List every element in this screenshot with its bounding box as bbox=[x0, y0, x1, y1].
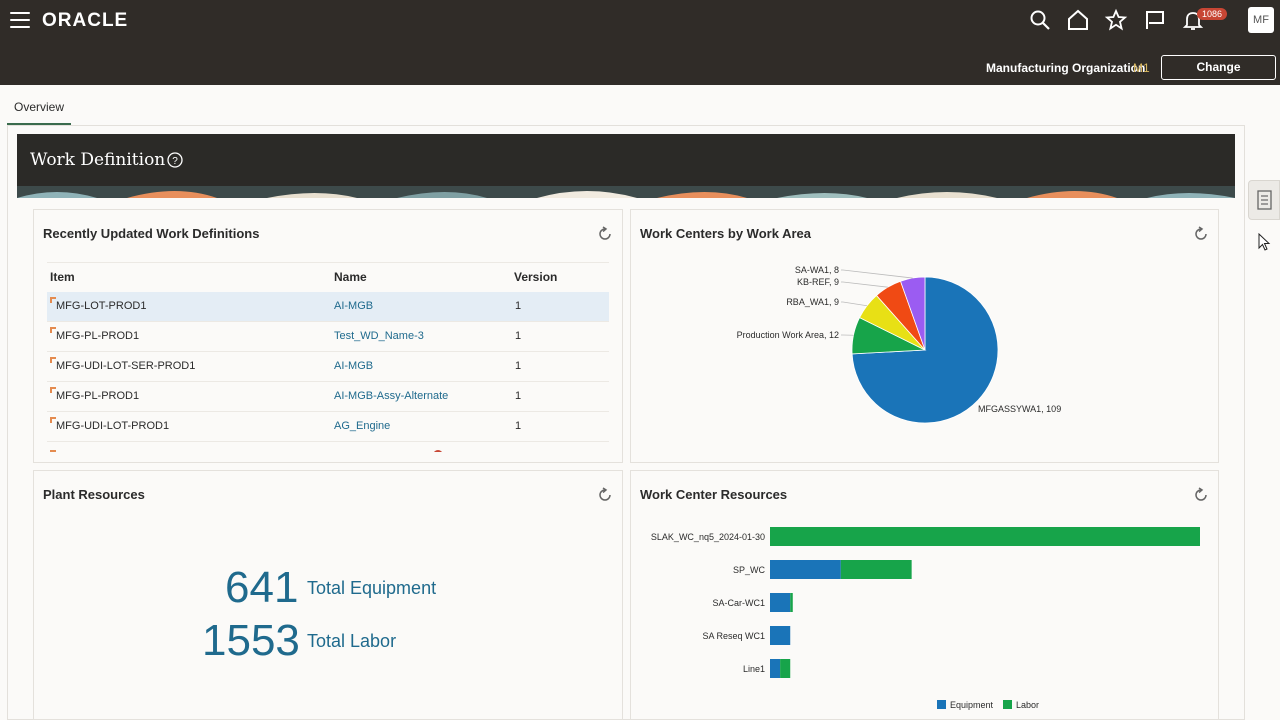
org-label: Manufacturing Organization bbox=[986, 61, 1146, 75]
pie-label: RBA_WA1, 9 bbox=[786, 297, 839, 307]
global-header: ORACLE 1086 MF Manufacturing Organizatio… bbox=[0, 0, 1280, 97]
legend-label: Equipment bbox=[950, 700, 994, 710]
table-row[interactable]: MFG-UDI-LOT-SER-PROD1 AI-MGB 1 bbox=[47, 352, 609, 382]
watchlist-flag-icon[interactable] bbox=[1143, 8, 1167, 32]
help-icon[interactable]: ? bbox=[167, 152, 183, 168]
table-top-border bbox=[47, 262, 609, 263]
work-center-resources-card: Work Center Resources bbox=[630, 470, 1219, 720]
version-cell: 1 bbox=[515, 330, 522, 342]
banner-decoration bbox=[17, 186, 1235, 198]
name-link[interactable]: AI-MGB bbox=[334, 360, 374, 372]
card-title: Recently Updated Work Definitions bbox=[43, 226, 260, 241]
legend-label: Labor bbox=[1016, 700, 1039, 710]
bar-category-label: SP_WC bbox=[733, 565, 766, 575]
pie-label: SA-WA1, 8 bbox=[795, 265, 839, 275]
name-link[interactable]: AG_Engine bbox=[334, 420, 391, 432]
row-flag-icon bbox=[50, 297, 56, 303]
version-cell: 1 bbox=[515, 360, 522, 372]
bar-category-label: Line1 bbox=[743, 664, 765, 674]
navigator-menu-icon[interactable] bbox=[10, 12, 30, 28]
card-title: Work Centers by Work Area bbox=[640, 226, 811, 241]
pie-label: KB-REF, 9 bbox=[797, 277, 839, 287]
change-organization-button[interactable]: Change Organization bbox=[1161, 55, 1276, 97]
refresh-icon[interactable] bbox=[1193, 487, 1209, 503]
tab-overview[interactable]: Overview bbox=[7, 85, 71, 125]
name-link[interactable]: Test_WD_Name-3 bbox=[334, 330, 424, 342]
name-link[interactable]: AI-MGB-Assy-Alternate bbox=[334, 390, 449, 402]
item-cell: MFG-UDI-LOT-PROD1 bbox=[56, 420, 170, 432]
refresh-icon[interactable] bbox=[1193, 226, 1209, 242]
panel-list-icon bbox=[1257, 190, 1272, 210]
column-header-name[interactable]: Name bbox=[334, 270, 367, 284]
plant-resources-card: Plant Resources bbox=[33, 470, 623, 720]
tab-bar: Overview bbox=[0, 85, 1280, 125]
table-row[interactable]: MFG-LOT-PROD1 AI-MGB 1 bbox=[47, 292, 609, 322]
pie-leader-line bbox=[841, 301, 868, 307]
refresh-icon[interactable] bbox=[597, 226, 613, 242]
total-labor-label: Total Labor bbox=[307, 631, 397, 651]
bar-segment-equipment[interactable] bbox=[770, 626, 791, 645]
bar-segment-labor[interactable] bbox=[840, 560, 912, 579]
table-row[interactable]: MFG-PL-PROD1 AI-MGB-Assy-Alternate 1 bbox=[47, 382, 609, 412]
name-link[interactable]: AI-MGB bbox=[334, 300, 374, 312]
bar-segment-equipment[interactable] bbox=[770, 659, 781, 678]
row-flag-icon bbox=[50, 417, 56, 423]
legend-swatch-equipment bbox=[937, 700, 946, 709]
item-cell: MFG-PL-PROD1 bbox=[56, 390, 140, 402]
page-banner: Work Definition ? bbox=[17, 134, 1235, 198]
pie-label: Production Work Area, 12 bbox=[737, 330, 839, 340]
legend-swatch-labor bbox=[1003, 700, 1012, 709]
table-row[interactable]: MFG-PL-PROD1 Test_WD_Name-3 1 bbox=[47, 322, 609, 352]
total-equipment-label: Total Equipment bbox=[307, 578, 437, 598]
recent-work-definitions-card: Recently Updated Work Definitions bbox=[33, 209, 623, 463]
version-cell: 1 bbox=[515, 390, 522, 402]
table-row[interactable]: MFG-UDI-LOT-PROD1 AG_Engine 1 bbox=[47, 412, 609, 442]
page-title: Work Definition bbox=[30, 150, 166, 170]
refresh-icon[interactable] bbox=[597, 487, 613, 503]
item-cell: MFG-PL-PROD1 bbox=[56, 330, 140, 342]
version-cell: 1 bbox=[515, 420, 522, 432]
search-icon[interactable] bbox=[1028, 8, 1052, 32]
card-title: Plant Resources bbox=[43, 487, 145, 502]
bar-segment-equipment[interactable] bbox=[770, 593, 791, 612]
row-flag-icon bbox=[50, 357, 56, 363]
bar-category-label: SA Reseq WC1 bbox=[702, 631, 765, 641]
favorites-star-icon[interactable] bbox=[1104, 8, 1128, 32]
pie-leader-line bbox=[841, 269, 913, 279]
pie-leader-line bbox=[841, 281, 888, 288]
bar-category-label: SLAK_WC_nq5_2024-01-30 bbox=[651, 532, 765, 542]
mouse-cursor-icon bbox=[1258, 233, 1271, 251]
item-cell: MFG-LOT-PROD1 bbox=[56, 300, 147, 312]
bar-category-label: SA-Car-WC1 bbox=[712, 598, 765, 608]
side-panel-toggle[interactable] bbox=[1248, 180, 1280, 220]
row-flag-icon bbox=[50, 387, 56, 393]
pie-label: MFGASSYWA1, 109 bbox=[978, 404, 1061, 414]
pie-slice-sa-wa1[interactable] bbox=[900, 276, 926, 351]
work-center-resources-bar-chart: SLAK_WC_nq5_2024-01-30 SP_WC SA-Car-WC1 SA … bbox=[651, 527, 1200, 710]
version-cell: 1 bbox=[515, 300, 522, 312]
bar-segment-labor[interactable] bbox=[780, 659, 791, 678]
row-flag-icon bbox=[50, 327, 56, 333]
item-cell: MFG-UDI-LOT-SER-PROD1 bbox=[56, 360, 196, 372]
oracle-logo: ORACLE bbox=[42, 10, 129, 31]
column-header-version[interactable]: Version bbox=[514, 270, 558, 284]
column-header-item[interactable]: Item bbox=[50, 270, 75, 284]
card-title: Work Center Resources bbox=[640, 487, 788, 502]
notifications-badge: 1086 bbox=[1197, 8, 1228, 20]
work-area-pie-chart: MFGASSYWA1, 109 Production Work Area, 12 R… bbox=[737, 265, 1061, 424]
total-labor-value[interactable]: 1553 bbox=[202, 616, 300, 665]
total-equipment-value[interactable]: 641 bbox=[225, 563, 299, 612]
user-avatar[interactable]: MF bbox=[1248, 7, 1274, 33]
table-scroll-edge bbox=[47, 442, 609, 452]
bar-segment-labor[interactable] bbox=[790, 593, 793, 612]
bar-segment-labor[interactable] bbox=[770, 527, 1200, 546]
svg-text:?: ? bbox=[172, 156, 178, 167]
bar-segment-equipment[interactable] bbox=[770, 560, 841, 579]
org-code: M1 bbox=[1133, 61, 1150, 75]
home-icon[interactable] bbox=[1066, 8, 1090, 32]
